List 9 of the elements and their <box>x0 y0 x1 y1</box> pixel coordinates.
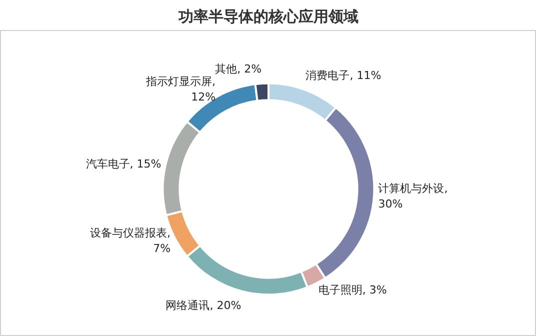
slice-label: 汽车电子, 15% <box>86 158 162 171</box>
slice-label: 设备与仪器报表, 7% <box>90 226 171 255</box>
slice-label: 网络通讯, 20% <box>166 299 242 312</box>
slice-label: 计算机与外设, 30% <box>378 182 448 210</box>
chart-title: 功率半导体的核心应用领域 <box>178 8 358 26</box>
slice-label: 其他, 2% <box>215 62 262 76</box>
slice-label: 电子照明, 3% <box>318 284 387 297</box>
slice-label: 消费电子, 11% <box>306 69 382 82</box>
slice-label: 指示灯显示屏, 12% <box>145 75 216 104</box>
